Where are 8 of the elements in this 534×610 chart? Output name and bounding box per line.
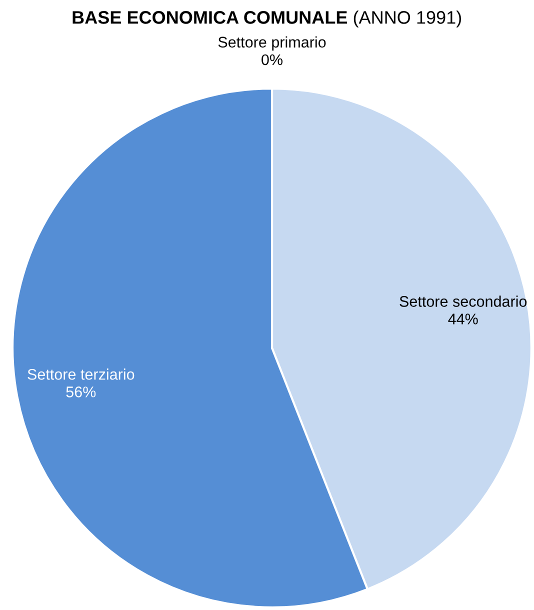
data-label: 56% [66, 386, 96, 398]
chart-subtitle: (ANNO 1991) [354, 10, 462, 28]
data-label: 44% [448, 314, 478, 324]
text: 0% [262, 54, 282, 66]
category-label: Settore primario [218, 36, 326, 51]
slice-label: Settore secondario [400, 296, 527, 307]
slice-label: Settore terziario [28, 368, 134, 380]
chart-title: BASE ECONOMICA COMUNALE [72, 11, 348, 24]
